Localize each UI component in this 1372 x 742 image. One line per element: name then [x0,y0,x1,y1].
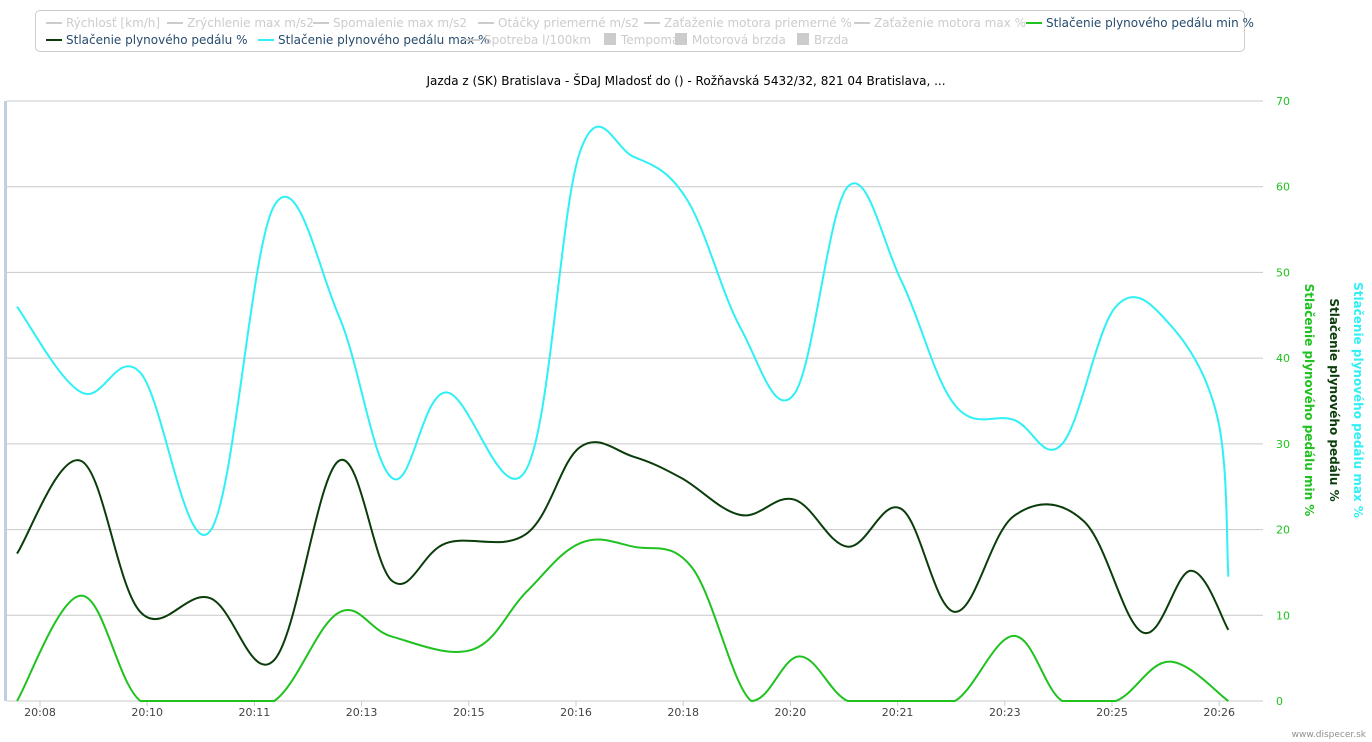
legend-item[interactable]: Zaťaženie motora max % [854,16,1026,30]
legend-box-icon [604,33,616,45]
legend-label: Rýchlosť [km/h] [66,16,161,30]
legend-label: Spomalenie max m/s2 [333,16,468,30]
y-tick-label: 40 [1276,352,1290,365]
y-axis-title: Stlačenie plynového pedálu min % [1302,284,1316,517]
legend-box-icon [797,33,809,45]
legend-line-icon [313,21,329,24]
x-tick-label: 20:23 [989,706,1021,719]
y-axis-title: Stlačenie plynového pedálu % [1327,298,1341,501]
legend-label: Motorová brzda [692,33,786,47]
x-tick-label: 20:15 [453,706,485,719]
legend-item[interactable]: Spotreba l/100km [464,33,591,47]
legend-item[interactable]: Brzda [797,33,848,47]
legend-item[interactable]: Spomalenie max m/s2 [313,16,467,30]
legend-item[interactable]: Tempomat [604,33,684,47]
legend-line-icon [167,21,183,24]
legend-label: Otáčky priemerné m/s2 [498,16,640,30]
x-tick-label: 20:13 [346,706,378,719]
x-tick-label: 20:20 [775,706,807,719]
legend-item[interactable]: Rýchlosť [km/h] [46,16,160,30]
legend-box-icon [675,33,687,45]
legend-label: Stlačenie plynového pedálu min % [1046,16,1254,30]
legend-label: Tempomat [621,33,685,47]
series-line-2[interactable] [16,441,1230,666]
y-tick-label: 30 [1276,438,1290,451]
legend-line-icon [464,38,480,41]
legend-label: Zaťaženie motora priemerné % [664,16,852,30]
legend-item[interactable]: Zaťaženie motora priemerné % [644,16,852,30]
chart-title: Jazda z (SK) Bratislava - ŠDaJ Mladosť d… [426,74,946,88]
x-tick-label: 20:11 [239,706,271,719]
legend-line-icon [46,21,62,24]
legend-label: Zrýchlenie max m/s2 [187,16,314,30]
legend-item[interactable]: Zrýchlenie max m/s2 [167,16,314,30]
y-tick-label: 60 [1276,181,1290,194]
legend-label: Stlačenie plynového pedálu max % [278,33,490,47]
legend-label: Spotreba l/100km [484,33,592,47]
y-tick-label: 50 [1276,266,1290,279]
x-tick-label: 20:16 [560,706,592,719]
x-tick-label: 20:10 [131,706,163,719]
legend-item[interactable]: Stlačenie plynového pedálu min % [1026,16,1254,30]
credit-link[interactable]: www.dispecer.sk [1291,730,1366,740]
x-tick-label: 20:18 [667,706,699,719]
y-axis-title: Stlačenie plynového pedálu max % [1351,282,1365,518]
legend-item[interactable]: Stlačenie plynového pedálu % [46,33,248,47]
x-tick-label: 20:21 [882,706,914,719]
legend-line-icon [854,21,870,24]
legend-line-icon [46,38,62,41]
legend-label: Zaťaženie motora max % [874,16,1026,30]
x-tick-label: 20:25 [1096,706,1128,719]
legend: Rýchlosť [km/h] Zrýchlenie max m/s2 Spomal… [35,10,1254,52]
legend-item[interactable]: Stlačenie plynového pedálu max % [258,33,489,47]
legend-label: Stlačenie plynového pedálu % [66,33,248,47]
legend-item[interactable]: Otáčky priemerné m/s2 [478,16,639,30]
x-tick-label: 20:08 [24,706,56,719]
legend-line-icon [258,38,274,41]
y-tick-label: 10 [1276,609,1290,622]
y-tick-label: 70 [1276,95,1290,108]
legend-line-icon [478,21,494,24]
left-axis-bar [4,101,7,701]
legend-label: Brzda [814,33,849,47]
legend-item[interactable]: Motorová brzda [675,33,786,47]
series-line-3[interactable] [16,125,1230,577]
legend-line-icon [1026,21,1042,24]
x-tick-label: 20:26 [1203,706,1235,719]
legend-line-icon [644,21,660,24]
y-tick-label: 0 [1276,695,1283,708]
series-line-1[interactable] [16,538,1229,703]
y-tick-label: 20 [1276,524,1290,537]
